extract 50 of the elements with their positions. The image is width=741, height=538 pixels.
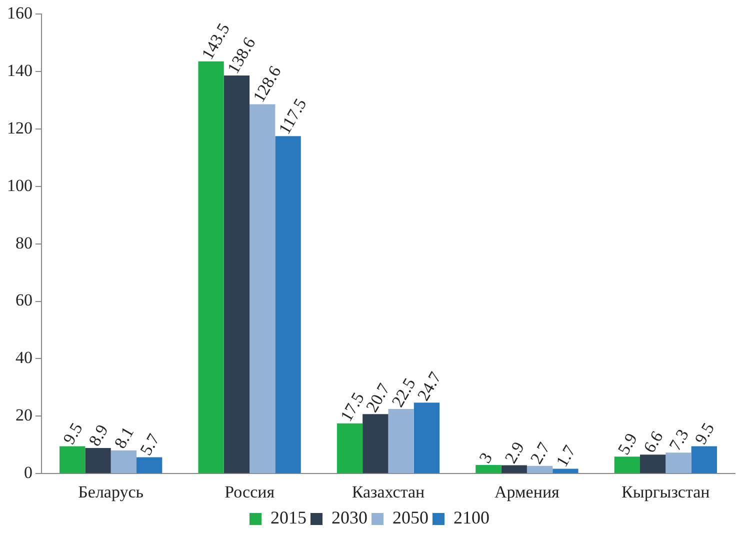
bar bbox=[198, 61, 224, 474]
data-label: 2.9 bbox=[501, 438, 528, 467]
y-tick-label: 80 bbox=[16, 233, 32, 252]
bar bbox=[476, 464, 502, 474]
bar bbox=[362, 414, 388, 474]
bar bbox=[501, 465, 527, 474]
data-label: 2.7 bbox=[526, 438, 554, 468]
bar bbox=[224, 75, 250, 474]
bar bbox=[526, 466, 553, 474]
data-label: 8.9 bbox=[84, 421, 112, 450]
x-tick-label: Россия bbox=[224, 482, 275, 502]
bar bbox=[414, 402, 440, 474]
bar bbox=[275, 136, 301, 474]
bar bbox=[250, 104, 276, 474]
legend-label: 2030 bbox=[332, 508, 368, 528]
data-label: 9.5 bbox=[59, 420, 86, 448]
bar bbox=[85, 448, 111, 474]
data-label: 9.5 bbox=[691, 420, 718, 448]
bar bbox=[336, 423, 363, 474]
bar bbox=[614, 456, 640, 474]
x-tick-label: Беларусь bbox=[78, 482, 144, 502]
data-label: 8.1 bbox=[110, 424, 138, 452]
bar bbox=[691, 446, 717, 474]
legend-label: 2050 bbox=[392, 508, 428, 528]
y-tick-label: 20 bbox=[16, 406, 32, 425]
bar bbox=[110, 450, 137, 474]
y-tick-label: 60 bbox=[16, 290, 32, 310]
y-tick-label: 40 bbox=[16, 348, 32, 368]
y-tick-label: 100 bbox=[7, 176, 32, 195]
y-tick-label: 140 bbox=[7, 60, 32, 80]
y-tick-label: 160 bbox=[7, 3, 32, 22]
data-label: 7.3 bbox=[665, 426, 692, 454]
bar bbox=[136, 457, 162, 474]
x-tick-label: Армения bbox=[494, 482, 560, 502]
legend-label: 2100 bbox=[454, 508, 490, 528]
x-tick-label: Кыргызстан bbox=[622, 482, 710, 502]
bar bbox=[388, 408, 414, 474]
data-label: 1.7 bbox=[552, 442, 580, 470]
bar bbox=[666, 452, 692, 474]
legend-label: 2015 bbox=[270, 508, 306, 528]
data-label: 3 bbox=[475, 449, 496, 466]
data-label: 5.7 bbox=[136, 430, 164, 458]
bar bbox=[552, 468, 578, 474]
bar bbox=[640, 454, 666, 474]
data-label: 6.6 bbox=[640, 428, 667, 456]
x-tick-label: Казахстан bbox=[352, 482, 425, 502]
y-tick-label: 0 bbox=[24, 463, 32, 482]
bar bbox=[60, 446, 86, 474]
data-label: 5.9 bbox=[614, 430, 642, 458]
y-tick-label: 120 bbox=[7, 118, 32, 138]
